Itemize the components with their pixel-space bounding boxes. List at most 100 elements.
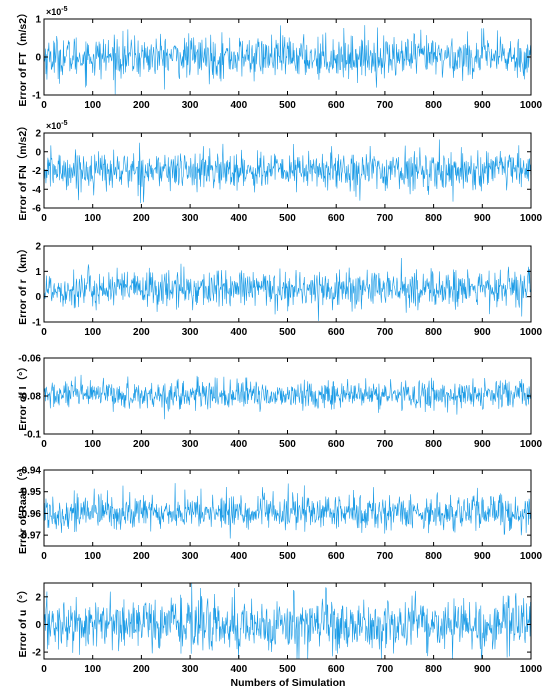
y-tick-label: 0: [35, 147, 41, 158]
x-tick-label: 700: [377, 551, 394, 562]
x-tick-label: 900: [474, 327, 491, 338]
x-tick-label: 400: [230, 213, 247, 224]
series-line: [43, 374, 532, 420]
y-tick-label: 2: [35, 592, 41, 603]
axis-multiplier: ×10-5: [46, 6, 68, 17]
x-tick-label: 300: [182, 439, 199, 450]
y-tick-label: -1: [32, 318, 41, 329]
y-tick-label: -2: [32, 648, 41, 659]
x-tick-label: 1000: [520, 100, 543, 111]
x-tick-label: 700: [377, 664, 394, 675]
x-tick-label: 200: [133, 664, 150, 675]
x-tick-label: 900: [474, 213, 491, 224]
subplot-4: 0 100 200 300 400 500 600 700 800 900 1000 -0.1 -0.0…: [16, 354, 543, 451]
y-tick-label: 0: [35, 53, 41, 64]
x-tick-label: 800: [425, 213, 442, 224]
y-tick-label: -0.95: [18, 487, 41, 498]
y-axis-label: Error of I（°）: [16, 361, 29, 431]
x-tick-label: 800: [425, 551, 442, 562]
x-tick-label: 600: [328, 664, 345, 675]
subplot-5: 0 100 200 300 400 500 600 700 800 900 1000 -0.97 -0.…: [16, 462, 543, 562]
x-tick-label: 200: [133, 551, 150, 562]
x-tick-label: 700: [377, 100, 394, 111]
y-tick-label: -0.96: [18, 509, 41, 520]
x-tick-label: 500: [279, 664, 296, 675]
y-tick-label: -1: [32, 91, 41, 102]
x-tick-label: 700: [377, 327, 394, 338]
x-tick-label: 1000: [520, 213, 543, 224]
y-tick-label: -0.97: [18, 531, 41, 542]
x-tick-label: 200: [133, 439, 150, 450]
y-tick-label: -6: [32, 204, 41, 215]
y-tick-label: -2: [32, 166, 41, 177]
x-tick-label: 300: [182, 100, 199, 111]
x-tick-label: 200: [133, 213, 150, 224]
x-tick-label: 300: [182, 664, 199, 675]
x-tick-label: 0: [41, 439, 47, 450]
y-tick-label: -4: [32, 185, 41, 196]
subplot-6: 0 100 200 300 400 500 600 700 800 900 1000-202Erro…: [16, 582, 543, 675]
x-tick-label: 900: [474, 100, 491, 111]
x-tick-label: 500: [279, 327, 296, 338]
subplot-stack: 0 100 200 300 400 500 600 700 800 900 1000-101Erro…: [16, 6, 543, 675]
series-line: [43, 582, 532, 660]
y-tick-label: 0: [35, 620, 41, 631]
x-tick-label: 100: [84, 213, 101, 224]
x-tick-label: 0: [41, 327, 47, 338]
x-tick-label: 900: [474, 439, 491, 450]
x-tick-label: 100: [84, 327, 101, 338]
x-tick-label: 800: [425, 100, 442, 111]
x-tick-label: 400: [230, 664, 247, 675]
y-tick-label: 2: [35, 242, 41, 253]
x-tick-label: 400: [230, 327, 247, 338]
x-tick-label: 0: [41, 213, 47, 224]
y-tick-label: 2: [35, 129, 41, 140]
x-tick-label: 100: [84, 439, 101, 450]
x-tick-label: 200: [133, 327, 150, 338]
x-tick-label: 300: [182, 213, 199, 224]
x-tick-label: 600: [328, 327, 345, 338]
x-tick-label: 1000: [520, 439, 543, 450]
y-axis-label: Error of u（°）: [16, 584, 29, 657]
y-axis-label: Error of FT（m/s2）: [16, 7, 29, 106]
y-tick-label: 0: [35, 292, 41, 303]
x-tick-label: 400: [230, 551, 247, 562]
axis-multiplier: ×10-5: [46, 120, 68, 131]
y-tick-label: 1: [35, 267, 41, 278]
x-tick-label: 0: [41, 100, 47, 111]
y-tick-label: -0.1: [24, 430, 42, 441]
x-tick-label: 1000: [520, 664, 543, 675]
x-tick-label: 900: [474, 551, 491, 562]
series-line: [43, 257, 532, 321]
subplot-1: 0 100 200 300 400 500 600 700 800 900 1000-101Erro…: [16, 6, 543, 111]
series-line: [43, 139, 532, 204]
x-tick-label: 0: [41, 551, 47, 562]
x-tick-label: 800: [425, 439, 442, 450]
series-line: [43, 483, 532, 539]
x-tick-label: 500: [279, 439, 296, 450]
x-tick-label: 400: [230, 100, 247, 111]
x-tick-label: 300: [182, 551, 199, 562]
x-tick-label: 600: [328, 213, 345, 224]
x-tick-label: 500: [279, 551, 296, 562]
x-tick-label: 600: [328, 439, 345, 450]
x-tick-label: 0: [41, 664, 47, 675]
x-tick-label: 500: [279, 100, 296, 111]
x-tick-label: 100: [84, 664, 101, 675]
y-tick-label: -0.06: [18, 354, 41, 365]
x-tick-label: 700: [377, 439, 394, 450]
x-tick-label: 600: [328, 100, 345, 111]
x-tick-label: 100: [84, 551, 101, 562]
x-tick-label: 900: [474, 664, 491, 675]
y-axis-label: Error of FN（m/s2）: [16, 120, 29, 220]
x-tick-label: 100: [84, 100, 101, 111]
x-tick-label: 300: [182, 327, 199, 338]
x-tick-label: 800: [425, 327, 442, 338]
x-tick-label: 400: [230, 439, 247, 450]
x-tick-label: 600: [328, 551, 345, 562]
x-tick-label: 700: [377, 213, 394, 224]
subplot-2: 0 100 200 300 400 500 600 700 800 900 1000 -6 -4 -2 0 2…: [16, 120, 543, 224]
x-tick-label: 200: [133, 100, 150, 111]
x-axis-label: Numbers of Simulation: [231, 677, 346, 689]
